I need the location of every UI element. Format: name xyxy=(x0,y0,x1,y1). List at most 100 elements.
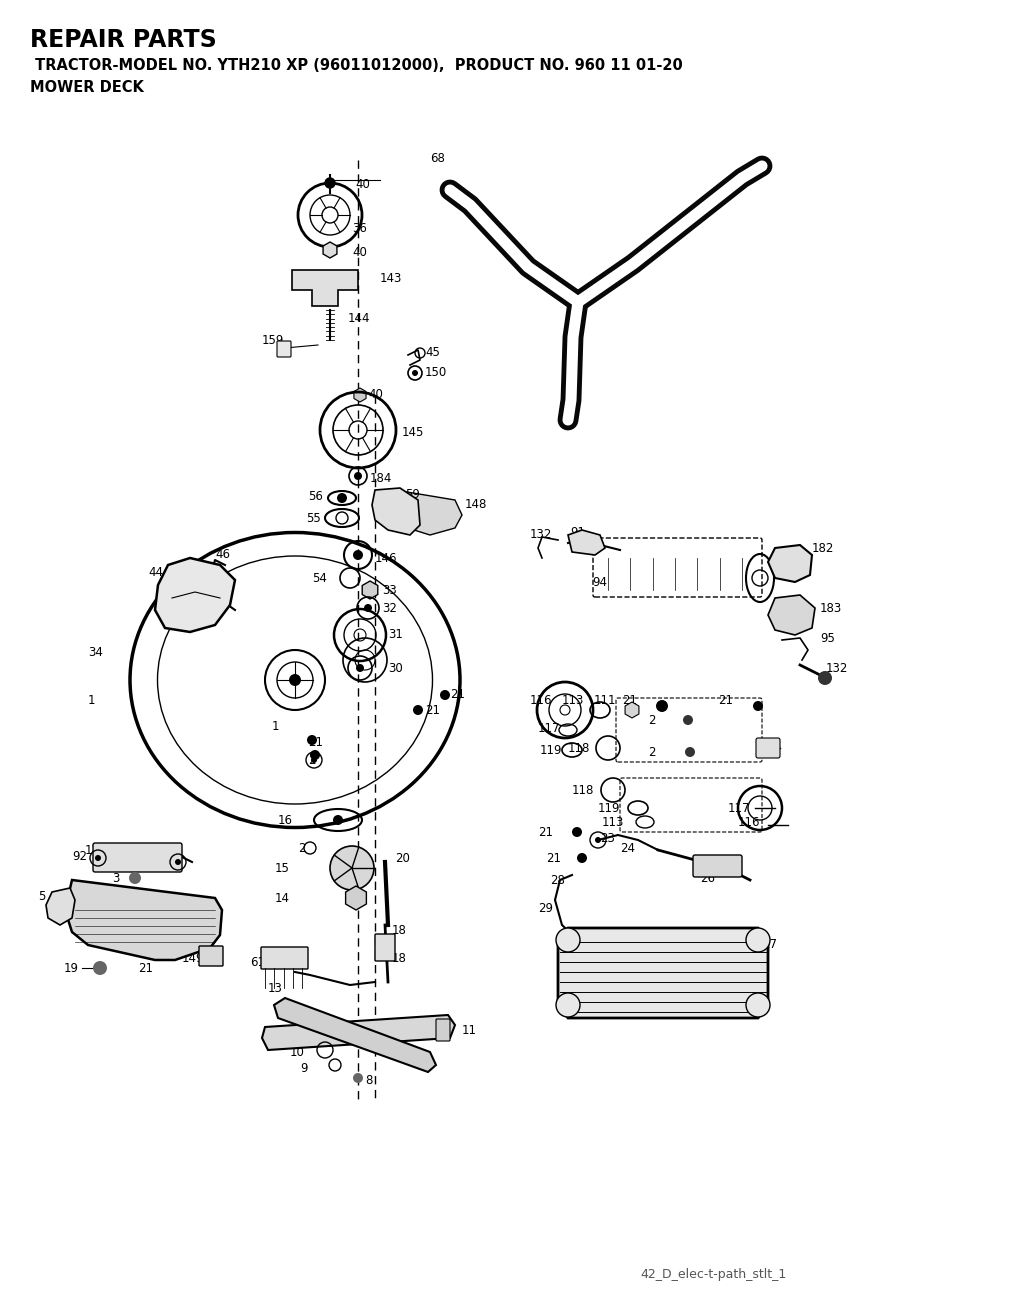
Text: 3: 3 xyxy=(112,871,120,885)
Text: 91: 91 xyxy=(570,525,585,538)
Polygon shape xyxy=(390,490,462,534)
Circle shape xyxy=(311,757,317,763)
Text: MOWER DECK: MOWER DECK xyxy=(30,80,144,94)
Text: 18: 18 xyxy=(392,924,407,937)
Text: 20: 20 xyxy=(395,851,410,864)
Text: 119: 119 xyxy=(598,801,621,814)
Text: 21: 21 xyxy=(425,704,440,717)
Text: 8: 8 xyxy=(365,1074,373,1087)
Circle shape xyxy=(325,179,335,188)
Text: 146: 146 xyxy=(375,551,397,564)
Text: 148: 148 xyxy=(465,498,487,511)
Text: 144: 144 xyxy=(348,312,371,325)
Circle shape xyxy=(95,855,101,861)
Circle shape xyxy=(685,747,695,757)
Text: 118: 118 xyxy=(568,741,591,754)
Circle shape xyxy=(364,604,372,612)
Text: 21: 21 xyxy=(546,851,561,864)
Circle shape xyxy=(175,859,181,864)
Text: 132: 132 xyxy=(530,528,552,541)
Text: 145: 145 xyxy=(402,426,424,439)
Text: 118: 118 xyxy=(572,783,594,797)
FancyBboxPatch shape xyxy=(93,842,182,872)
Text: 27: 27 xyxy=(762,938,777,951)
Circle shape xyxy=(683,716,693,725)
Text: 149: 149 xyxy=(182,951,205,964)
Text: 29: 29 xyxy=(538,902,553,915)
Circle shape xyxy=(354,472,362,480)
Text: 23: 23 xyxy=(600,832,614,845)
Text: 94: 94 xyxy=(592,576,607,589)
Text: 40: 40 xyxy=(355,179,370,192)
Text: 59: 59 xyxy=(406,488,420,501)
Text: 34: 34 xyxy=(88,647,102,660)
Text: 9: 9 xyxy=(300,1061,307,1074)
Text: 36: 36 xyxy=(352,221,367,234)
Text: 2: 2 xyxy=(308,753,315,766)
Text: 21: 21 xyxy=(308,735,323,748)
Text: 5: 5 xyxy=(38,889,45,902)
Circle shape xyxy=(818,672,831,685)
Circle shape xyxy=(129,872,141,884)
Circle shape xyxy=(753,701,763,710)
FancyBboxPatch shape xyxy=(756,738,780,758)
Text: REPAIR PARTS: REPAIR PARTS xyxy=(30,28,217,52)
Circle shape xyxy=(656,700,668,712)
Polygon shape xyxy=(155,558,234,631)
Text: 46: 46 xyxy=(215,549,230,562)
Circle shape xyxy=(289,674,301,686)
Text: 150: 150 xyxy=(425,365,447,379)
Text: 159: 159 xyxy=(262,334,285,347)
FancyBboxPatch shape xyxy=(199,946,223,967)
Text: 130: 130 xyxy=(85,844,108,857)
Text: 6: 6 xyxy=(52,911,59,924)
Circle shape xyxy=(746,928,770,952)
Text: 21: 21 xyxy=(138,961,153,974)
Circle shape xyxy=(353,1073,362,1083)
Text: 113: 113 xyxy=(562,694,585,707)
Text: 117: 117 xyxy=(728,801,751,814)
FancyBboxPatch shape xyxy=(693,855,742,877)
Text: 40: 40 xyxy=(368,388,383,401)
Circle shape xyxy=(556,992,580,1017)
Circle shape xyxy=(337,493,347,503)
Polygon shape xyxy=(558,928,768,1018)
FancyBboxPatch shape xyxy=(375,934,395,961)
Text: 42_D_elec-t-path_stlt_1: 42_D_elec-t-path_stlt_1 xyxy=(640,1268,786,1281)
Polygon shape xyxy=(292,270,358,305)
Circle shape xyxy=(746,992,770,1017)
Text: 182: 182 xyxy=(812,541,835,555)
Polygon shape xyxy=(65,880,222,960)
Text: 2: 2 xyxy=(648,713,655,726)
Text: 30: 30 xyxy=(388,661,402,674)
Text: 28: 28 xyxy=(550,873,565,886)
Text: 111: 111 xyxy=(594,694,616,707)
Polygon shape xyxy=(568,531,605,555)
Text: 129: 129 xyxy=(118,862,140,875)
Text: 116: 116 xyxy=(530,694,553,707)
Text: 44: 44 xyxy=(148,565,163,578)
Circle shape xyxy=(556,928,580,952)
Text: 25: 25 xyxy=(692,855,707,868)
Text: 4: 4 xyxy=(120,906,128,919)
Text: 1: 1 xyxy=(88,694,95,707)
Text: 55: 55 xyxy=(306,511,321,524)
FancyBboxPatch shape xyxy=(436,1018,450,1040)
Polygon shape xyxy=(274,998,436,1071)
Circle shape xyxy=(93,961,106,974)
Text: 132: 132 xyxy=(826,661,848,674)
Text: 183: 183 xyxy=(820,602,843,615)
Text: 112: 112 xyxy=(758,744,780,757)
Text: 116: 116 xyxy=(738,815,761,828)
Text: 13: 13 xyxy=(268,982,283,995)
Text: 1: 1 xyxy=(272,719,280,732)
Circle shape xyxy=(412,370,418,377)
Text: 92: 92 xyxy=(148,855,163,868)
Polygon shape xyxy=(768,595,815,635)
Circle shape xyxy=(310,751,319,760)
Text: 32: 32 xyxy=(382,602,397,615)
Text: 143: 143 xyxy=(380,272,402,285)
Circle shape xyxy=(595,837,601,842)
Text: TRACTOR-MODEL NO. YTH210 XP (96011012000),  PRODUCT NO. 960 11 01-20: TRACTOR-MODEL NO. YTH210 XP (96011012000… xyxy=(30,58,683,72)
Text: 21: 21 xyxy=(538,826,553,839)
